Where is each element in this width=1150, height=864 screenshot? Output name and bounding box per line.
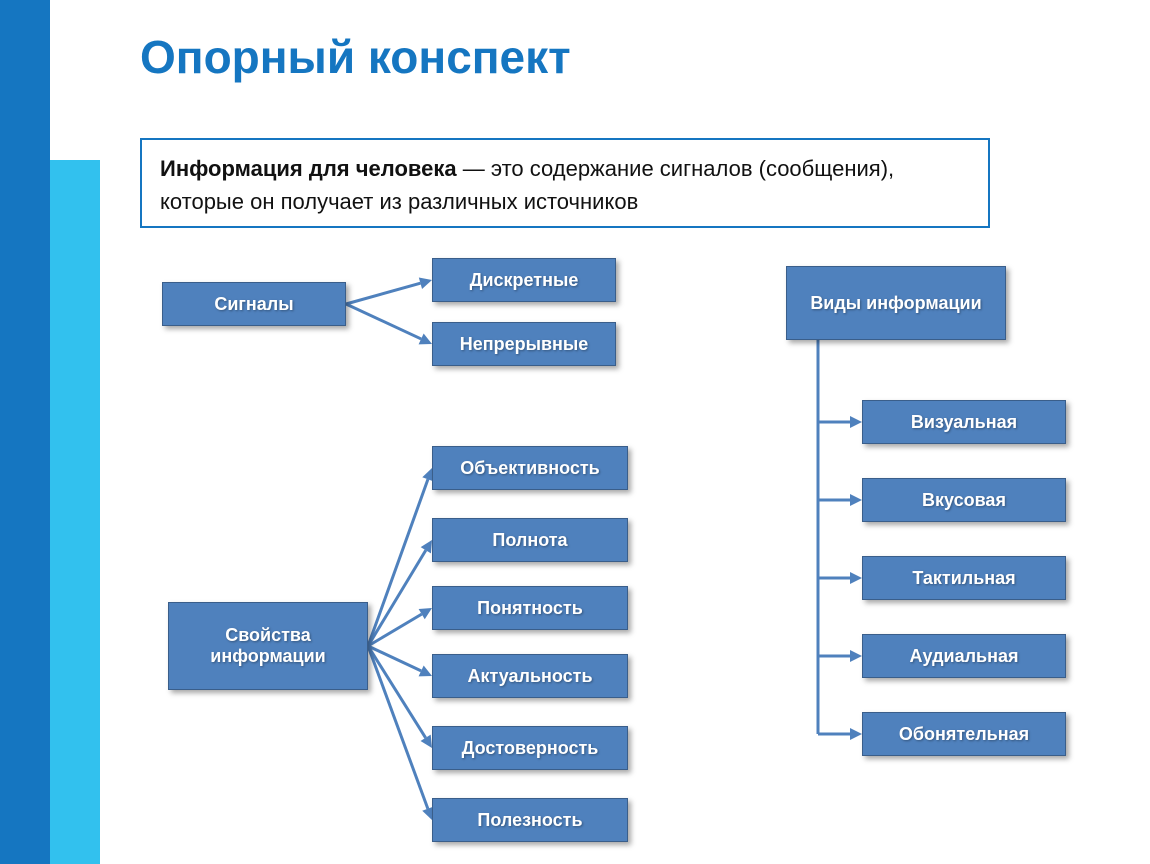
node-polz: Полезность (432, 798, 628, 842)
node-continuous: Непрерывные (432, 322, 616, 366)
node-props: Свойства информации (168, 602, 368, 690)
node-vis: Визуальная (862, 400, 1066, 444)
node-aud: Аудиальная (862, 634, 1066, 678)
node-takt: Тактильная (862, 556, 1066, 600)
definition-term: Информация для человека (160, 156, 457, 181)
node-poln: Полнота (432, 518, 628, 562)
node-vkus: Вкусовая (862, 478, 1066, 522)
sidebar-stripe-light (50, 160, 100, 864)
page-title: Опорный конспект (140, 30, 571, 84)
node-discrete: Дискретные (432, 258, 616, 302)
node-signals: Сигналы (162, 282, 346, 326)
node-akt: Актуальность (432, 654, 628, 698)
sidebar-stripe-dark (0, 0, 50, 864)
node-obon: Обонятельная (862, 712, 1066, 756)
node-kinds: Виды информации (786, 266, 1006, 340)
definition-box: Информация для человека — это содержание… (140, 138, 990, 228)
node-obj: Объективность (432, 446, 628, 490)
slide-stage: Опорный конспект Информация для человека… (0, 0, 1150, 864)
node-pony: Понятность (432, 586, 628, 630)
node-dost: Достоверность (432, 726, 628, 770)
